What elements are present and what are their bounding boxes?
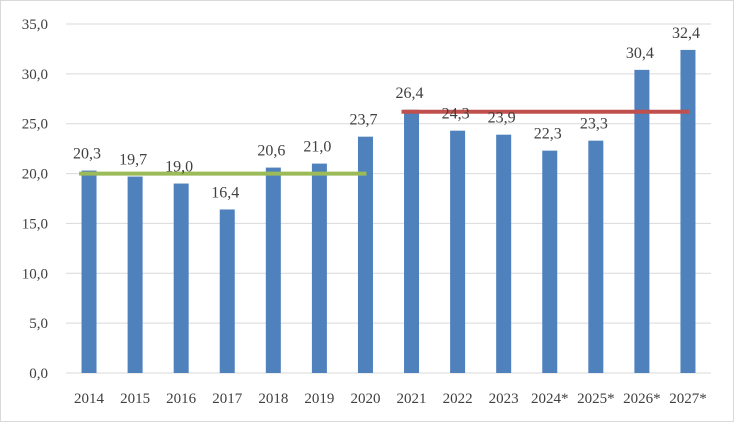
data-labels: 20,3 19,7 19,0 16,4 20,6 21,0 23,7 26,4 24,3 23,9… — [73, 25, 700, 202]
bar-2015 — [127, 176, 143, 373]
bar-2027-projected — [680, 49, 696, 373]
bar-2021 — [404, 109, 420, 374]
y-tick-label: 5,0 — [29, 316, 48, 332]
x-tick-label: 2020 — [350, 391, 380, 407]
y-tick-label: 30,0 — [22, 67, 48, 83]
bar-2017 — [219, 209, 235, 373]
data-label: 19,0 — [165, 159, 193, 176]
x-tick-label: 2021 — [397, 391, 427, 407]
y-tick-label: 0,0 — [29, 366, 48, 382]
data-label: 16,4 — [211, 184, 239, 201]
data-label: 21,0 — [303, 139, 331, 156]
y-tick-label: 20,0 — [22, 167, 48, 183]
bar-2026-projected — [634, 69, 650, 374]
data-label: 23,7 — [349, 112, 377, 129]
bar-2024-projected — [542, 150, 558, 373]
data-label: 30,4 — [626, 45, 654, 62]
data-label: 20,3 — [73, 146, 101, 163]
x-axis-tick-labels: 2014 2015 2016 2017 2018 2019 2020 2021 2022 2023… — [74, 391, 707, 407]
x-tick-label: 2023 — [489, 391, 519, 407]
bar-2019 — [311, 163, 327, 373]
x-tick-label: 2015 — [120, 391, 150, 407]
x-tick-label: 2019 — [304, 391, 334, 407]
bars — [81, 49, 696, 374]
bar-2022 — [450, 130, 466, 373]
x-tick-label: 2017 — [212, 391, 243, 407]
y-tick-label: 10,0 — [22, 266, 48, 282]
bar-2025-projected — [588, 140, 604, 373]
bar-2014 — [81, 170, 97, 373]
x-tick-label: 2026* — [623, 391, 661, 407]
y-tick-label: 35,0 — [22, 17, 48, 33]
y-axis-tick-labels: 0,0 5,0 10,0 15,0 20,0 25,0 30,0 35,0 — [22, 17, 48, 382]
data-label: 20,6 — [257, 143, 285, 160]
data-label: 32,4 — [672, 25, 700, 42]
data-label: 26,4 — [396, 85, 424, 102]
y-tick-label: 15,0 — [22, 216, 48, 232]
x-tick-label: 2025* — [577, 391, 615, 407]
data-label: 24,3 — [442, 106, 470, 123]
x-tick-label: 2022 — [443, 391, 473, 407]
x-tick-label: 2016 — [166, 391, 197, 407]
reference-lines — [79, 109, 689, 176]
gridlines — [66, 23, 711, 374]
bar-2023 — [496, 134, 512, 373]
bar-2020 — [357, 136, 373, 373]
x-tick-label: 2027* — [669, 391, 707, 407]
x-tick-label: 2018 — [258, 391, 288, 407]
bar-2018 — [265, 167, 281, 373]
y-tick-label: 25,0 — [22, 117, 48, 133]
data-label: 19,7 — [119, 152, 147, 169]
bar-2016 — [173, 183, 189, 373]
x-tick-label: 2014 — [74, 391, 105, 407]
data-label: 23,9 — [488, 110, 516, 127]
data-label: 23,3 — [580, 116, 608, 133]
data-label: 22,3 — [534, 126, 562, 143]
x-tick-label: 2024* — [531, 391, 569, 407]
